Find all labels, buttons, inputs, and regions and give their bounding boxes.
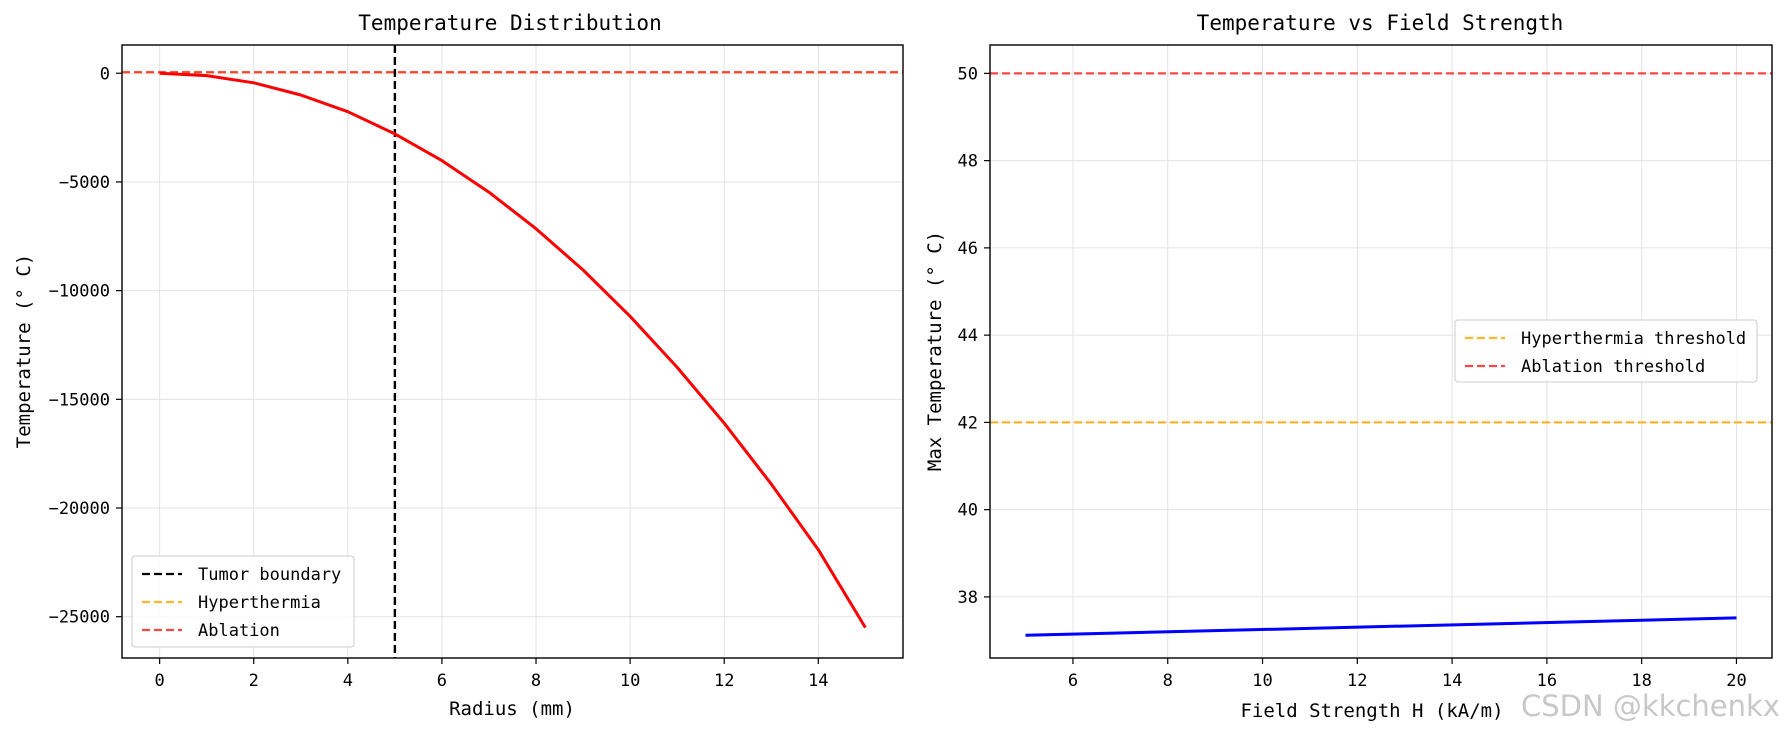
x-tick-label: 10 [620,671,640,691]
chart-temperature-vs-field-strength: Temperature vs Field Strength 6 8 10 12 14 16… [924,11,1773,722]
x-tick-label: 16 [1537,671,1557,691]
y-tick-label: 42 [958,413,978,433]
y-tick-label: −20000 [49,499,110,519]
x-tick-label: 20 [1726,671,1746,691]
x-axis-label: Field Strength H (kA/m) [1240,700,1503,722]
y-tick-label: 46 [958,239,978,259]
plot-frame [121,44,904,659]
legend-box [131,555,355,648]
chart-title: Temperature vs Field Strength [1197,11,1564,35]
y-axis-label: Temperature (° C) [13,254,35,448]
y-tick-label: 38 [958,588,978,608]
x-tick-label: 8 [1163,671,1173,691]
series-line [1025,616,1737,637]
y-tick-label: 48 [958,152,978,172]
y-tick-label: 0 [100,64,110,84]
legend: Hyperthermia threshold Ablation threshol… [1454,319,1758,383]
legend-label-ablation: Ablation [198,621,280,641]
series-line [159,71,867,629]
x-tick-label: 10 [1252,671,1272,691]
legend-label-ablation-threshold: Ablation threshold [1521,357,1705,377]
y-tick-label: −5000 [59,173,110,193]
y-axis-label: Max Temperature (° C) [924,231,946,471]
x-tick-label: 18 [1631,671,1651,691]
legend-label-hyperthermia-threshold: Hyperthermia threshold [1521,329,1746,349]
y-tick-label: 44 [958,326,978,346]
x-tick-label: 8 [531,671,541,691]
chart-title: Temperature Distribution [358,11,661,35]
x-tick-label: 6 [1068,671,1078,691]
x-tick-label: 14 [808,671,828,691]
legend-label-tumor-boundary: Tumor boundary [198,565,341,585]
y-tick-label: −10000 [49,282,110,302]
x-tick-label: 14 [1442,671,1462,691]
x-tick-label: 12 [1347,671,1367,691]
x-tick-label: 2 [249,671,259,691]
y-tick-label: 40 [958,501,978,521]
x-tick-label: 12 [714,671,734,691]
y-tick-label: −25000 [49,608,110,628]
x-tick-label: 6 [437,671,447,691]
plot-frame [989,44,1773,659]
chart-temperature-distribution: Temperature Distribution 0 2 4 6 8 10 12 14 0 −5… [13,11,904,720]
y-tick-label: −15000 [49,390,110,410]
legend-box [1454,319,1758,383]
y-tick-label: 50 [958,64,978,84]
legend-label-hyperthermia: Hyperthermia [198,593,321,613]
x-axis-label: Radius (mm) [449,698,575,720]
x-tick-label: 0 [155,671,165,691]
legend: Tumor boundary Hyperthermia Ablation [131,555,355,648]
x-tick-label: 4 [343,671,353,691]
watermark: CSDN @kkchenkx [1521,689,1780,723]
